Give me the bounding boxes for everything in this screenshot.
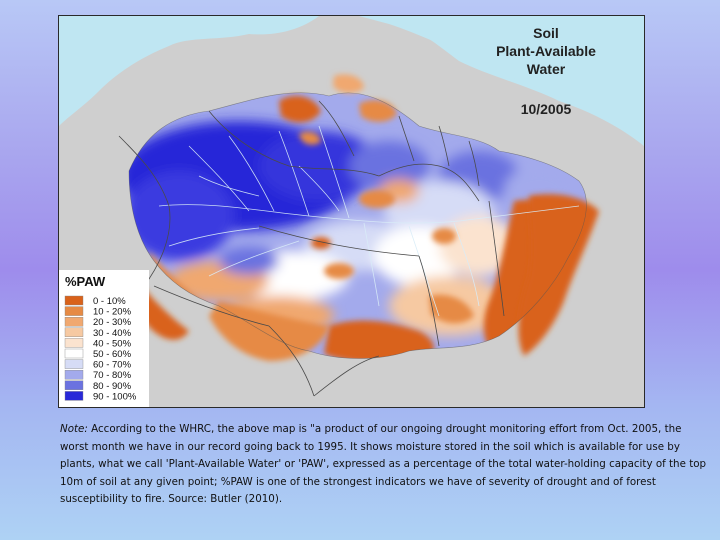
map-title-line-1: Soil: [533, 25, 559, 41]
legend-swatch: [64, 370, 84, 380]
legend-label: 0 - 10%: [93, 296, 126, 307]
legend-label: 50 - 60%: [93, 349, 132, 360]
legend-swatch: [64, 338, 84, 348]
legend-swatch: [64, 317, 84, 327]
legend-label: 90 - 100%: [93, 391, 137, 402]
legend-label: 80 - 90%: [93, 381, 132, 392]
legend-swatch: [64, 359, 84, 369]
map-graphic: %PAW 0 - 10%10 - 20%20 - 30%30 - 40%40 -…: [59, 16, 644, 407]
paw-map: %PAW 0 - 10% 10 - 20% 20 - 30% 30 - 40% 40 -…: [58, 15, 645, 408]
map-title-line-3: Water: [527, 61, 566, 77]
legend-label: 70 - 80%: [93, 370, 132, 381]
note-lead: Note:: [60, 423, 88, 435]
legend-label: 30 - 40%: [93, 328, 132, 339]
river-network: [158, 125, 580, 317]
caption-note: Note: According to the WHRC, the above m…: [60, 421, 710, 509]
basin-outline: [128, 92, 587, 359]
legend-swatch: [64, 380, 84, 390]
legend-swatch: [64, 391, 84, 401]
legend-label: 60 - 70%: [93, 360, 132, 371]
legend-swatch: [64, 295, 84, 306]
legend-swatch: [64, 327, 84, 337]
legend-swatch: [64, 348, 84, 359]
caribbean-sea: [59, 16, 319, 126]
map-date: 10/2005: [521, 101, 572, 117]
note-text: According to the WHRC, the above map is …: [60, 423, 707, 506]
country-borders: [118, 100, 505, 397]
legend-label: 10 - 20%: [93, 307, 132, 318]
northern-dry-zones: [279, 74, 397, 145]
legend-swatch: [64, 306, 84, 316]
atlantic-ocean: [359, 16, 644, 136]
legend-title: %PAW: [65, 274, 106, 289]
legend-items: 0 - 10%10 - 20%20 - 30%30 - 40%40 - 50%5…: [64, 295, 137, 402]
map-title-line-2: Plant-Available: [496, 43, 596, 59]
legend-label: 40 - 50%: [93, 338, 132, 349]
legend-label: 20 - 30%: [93, 317, 132, 328]
